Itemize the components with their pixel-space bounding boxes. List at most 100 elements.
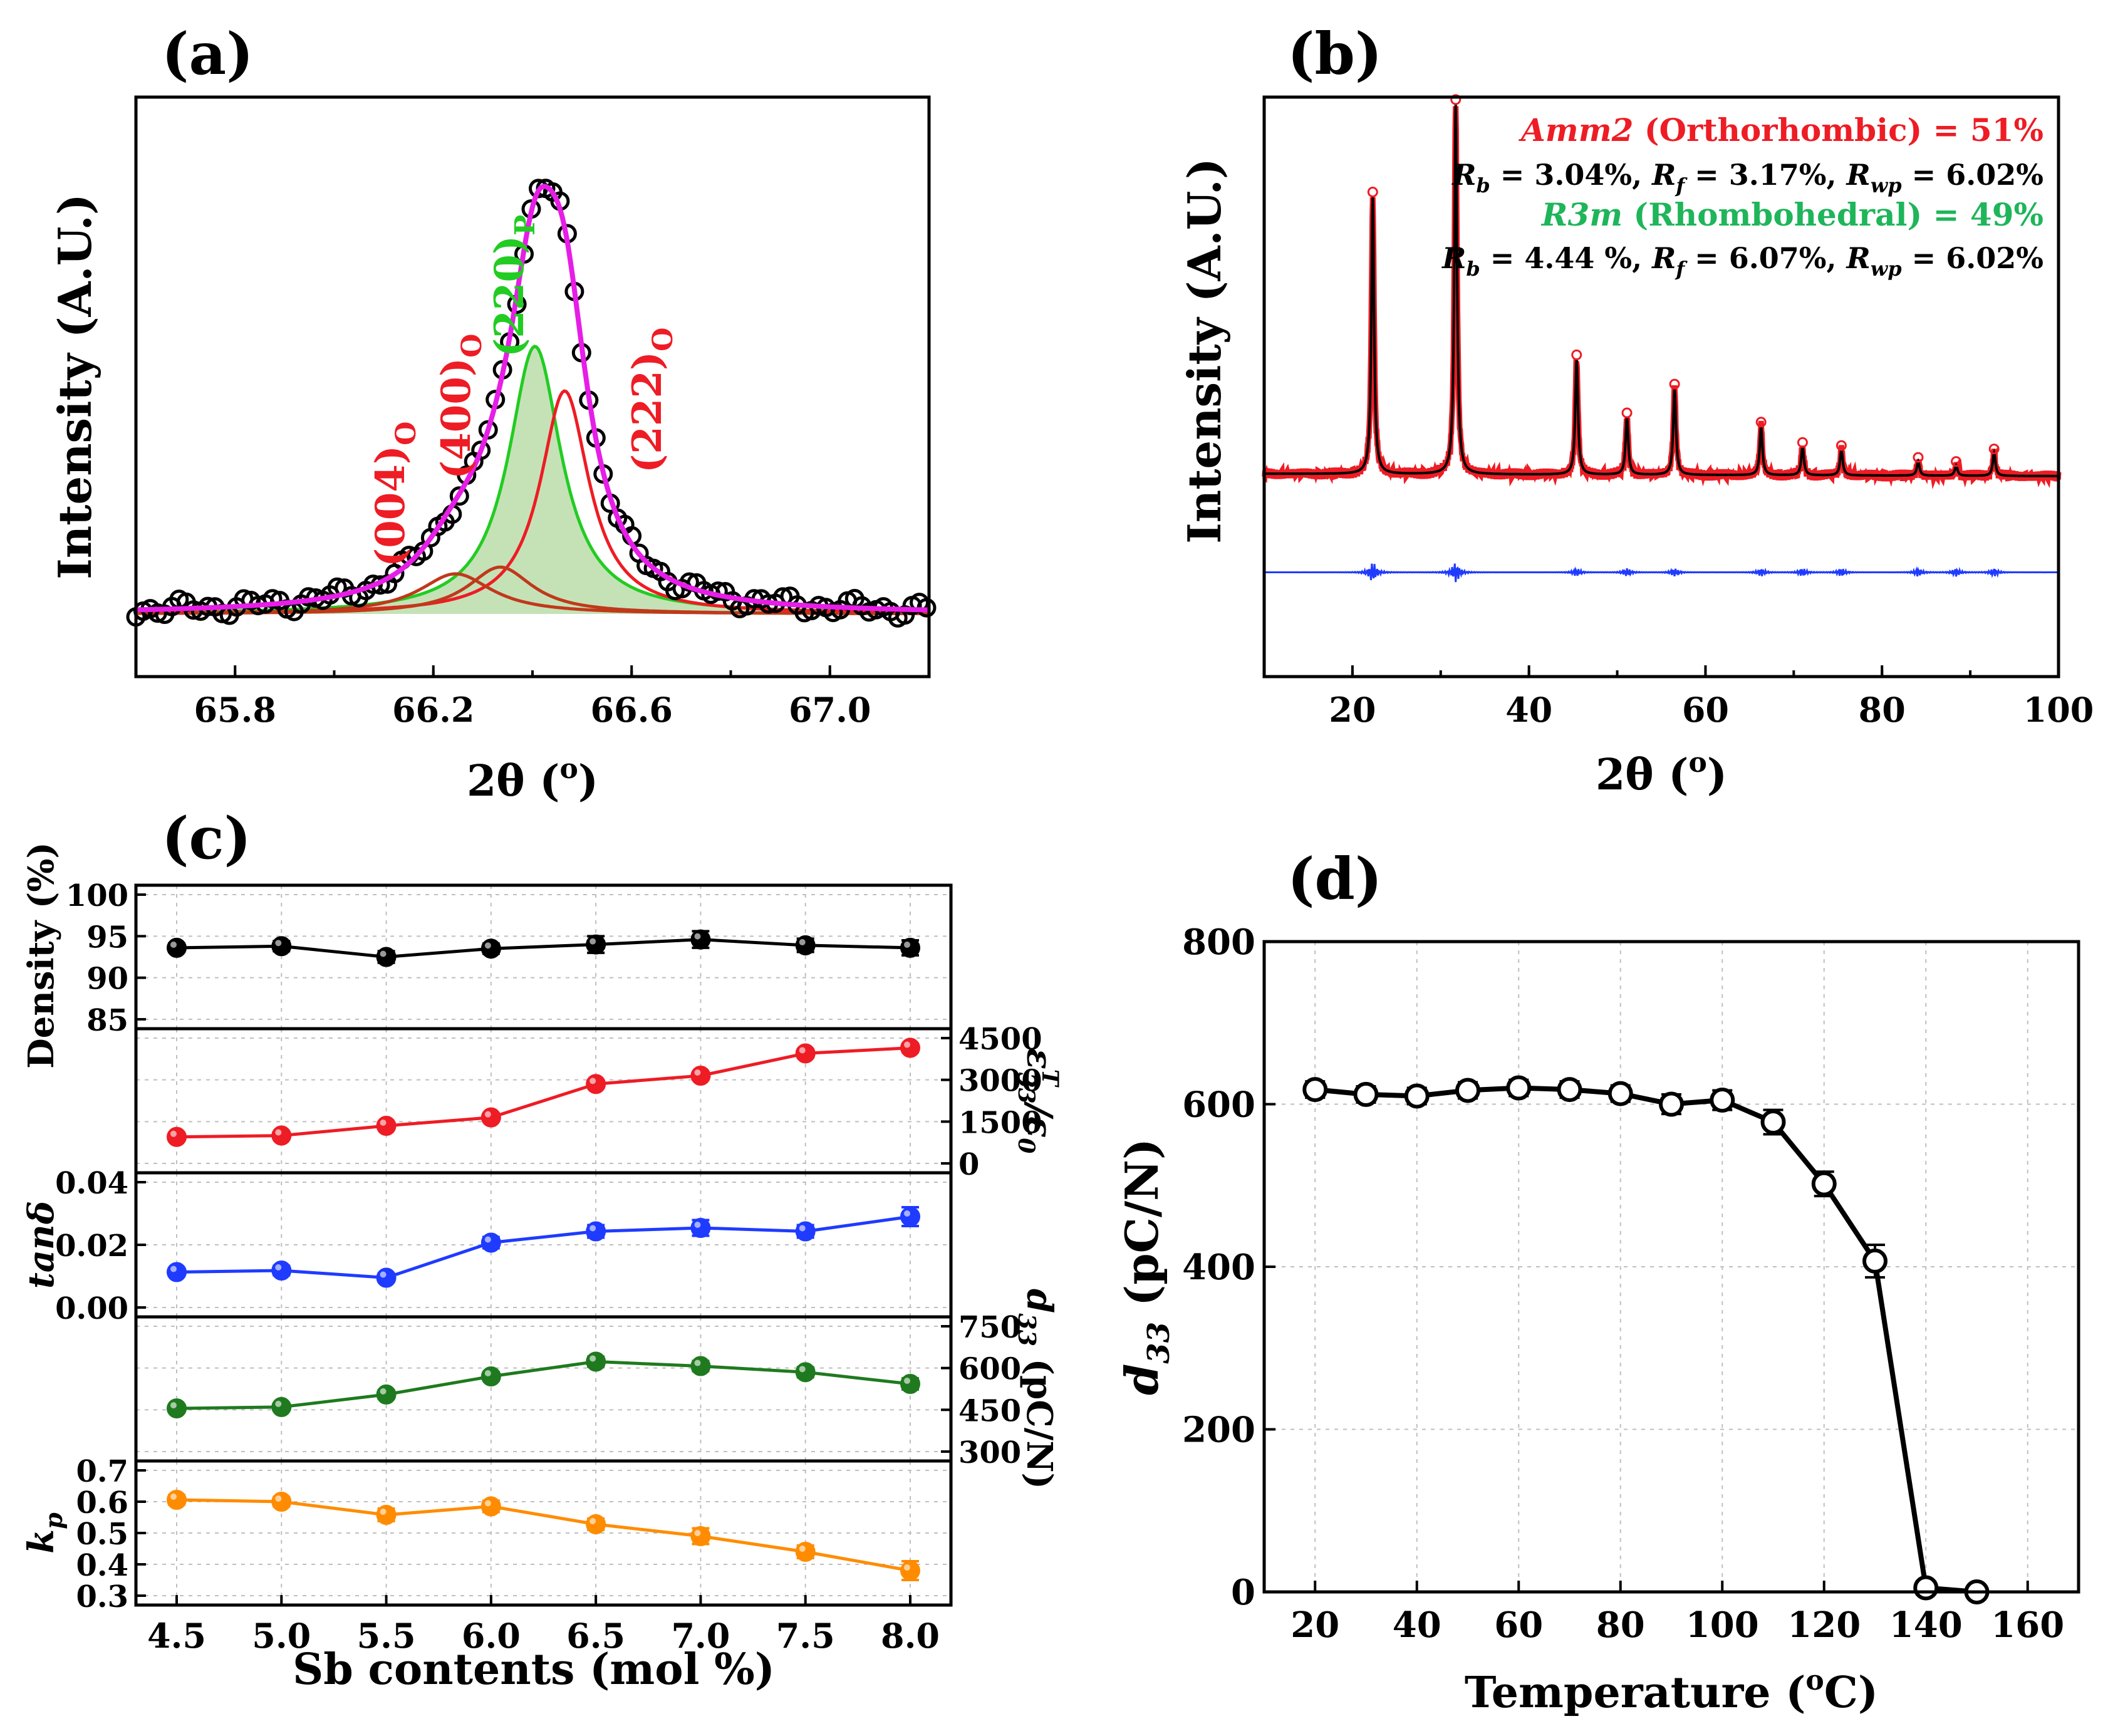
subplot-0-point-shine-3 xyxy=(484,942,491,949)
panel-a-peak-labels: (004)O (400)O(220)P(222)O xyxy=(367,215,679,567)
subplot-2-point-2 xyxy=(376,1267,397,1288)
panel-d-ylabel-d: d xyxy=(1115,1364,1168,1395)
c-xtick-label-1: 5.0 xyxy=(252,1616,311,1656)
subplot-0-point-shine-0 xyxy=(170,941,177,948)
panel-d-plot: 0 200 400 600 800 20 40 60 80 100 120 140 160 xyxy=(1182,922,2079,1646)
annot-line4-part-0: R xyxy=(1441,241,1466,275)
subplot-3-ytick-label-3: 750 xyxy=(958,1310,1021,1345)
kp-label: kp xyxy=(21,1512,68,1554)
subplot-1-point-shine-6 xyxy=(799,1047,806,1054)
subplot-1-point-4 xyxy=(586,1074,606,1094)
subplot-2-point-shine-2 xyxy=(380,1271,387,1278)
subplot-0-point-shine-2 xyxy=(380,950,387,957)
subplot-4: 0.30.40.50.60.7 xyxy=(76,1454,953,1614)
d-ytick-label-1: 200 xyxy=(1182,1410,1255,1451)
d33-label-part-2: (pC/N) xyxy=(1019,1346,1060,1489)
d33-point-4 xyxy=(1506,1075,1532,1101)
subplot-1-point-7 xyxy=(900,1037,920,1058)
panel-d-frame xyxy=(1262,940,2080,1594)
subplot-3-frame xyxy=(134,1315,953,1463)
annot-line3-rest: (Rhombohedral) = 49% xyxy=(1623,196,2043,233)
panel-b-x-ticks: 20 40 60 80 100 xyxy=(1263,665,2094,730)
panel-a-plot xyxy=(126,179,937,628)
panel-c-label: (c) xyxy=(162,804,251,872)
d33-point-8 xyxy=(1710,1088,1735,1113)
d-ytick-label-0: 0 xyxy=(1231,1572,1255,1613)
kp-label-part-1: p xyxy=(39,1512,68,1529)
peak-label-sub-0: O xyxy=(390,422,422,445)
peak-marker-7 xyxy=(1836,440,1847,451)
annot-line4: Rb = 4.44 %, Rf = 6.07%, Rwp = 6.02% xyxy=(1441,241,2043,281)
svg-text:d33 (pC/N): d33 (pC/N) xyxy=(1115,1138,1176,1395)
peak-marker-3 xyxy=(1621,407,1633,418)
subplot-0-ytick-label-1: 90 xyxy=(86,962,128,997)
subplot-1-point-5 xyxy=(690,1066,711,1086)
d33-point-6 xyxy=(1607,1081,1633,1106)
annot-line2-part-6: R xyxy=(1846,158,1871,192)
subplot-2-line xyxy=(176,1215,911,1280)
panel-a-label: (a) xyxy=(162,20,254,88)
d33-point-12 xyxy=(1913,1575,1939,1601)
subplot-2-ytick-label-1: 0.02 xyxy=(55,1229,128,1264)
d33-point-5 xyxy=(1557,1077,1582,1103)
annot-line2-part-0: R xyxy=(1451,158,1476,192)
subplot-2-point-5 xyxy=(690,1218,711,1238)
fit-envelope xyxy=(136,184,930,613)
d33-point-10 xyxy=(1811,1171,1837,1197)
observed-point-45 xyxy=(449,486,469,506)
subplot-4-point-shine-7 xyxy=(904,1564,910,1571)
subplot-1-point-shine-5 xyxy=(694,1069,701,1076)
d-xtick-label-0: 20 xyxy=(1290,1604,1339,1646)
subplot-0-point-5 xyxy=(690,929,711,950)
subplot-2-point-3 xyxy=(480,1232,501,1253)
panel-d: (d) 0 200 400 600 800 20 40 60 80 100 120 140 160 Te… xyxy=(1115,845,2080,1718)
subplot-3-point-4 xyxy=(586,1351,606,1372)
subplot-4-point-7 xyxy=(900,1561,920,1581)
permittivity-label-part-1: T xyxy=(1037,1069,1063,1088)
a-xtick-label-0: 65.8 xyxy=(194,690,276,730)
annot-line1-rest: (Orthorhombic) = 51% xyxy=(1633,112,2043,148)
subplot-2-point-shine-1 xyxy=(275,1264,282,1271)
subplot-3-point-3 xyxy=(480,1366,501,1386)
subplot-3-point-7 xyxy=(900,1374,920,1394)
subplot-4-point-shine-6 xyxy=(799,1546,806,1552)
annot-line2-part-8: = 6.02% xyxy=(1902,158,2043,192)
subplot-4-point-6 xyxy=(795,1542,816,1562)
subplot-0-point-shine-6 xyxy=(799,938,806,945)
annot-line4-part-4: f xyxy=(1675,257,1688,281)
d33-line xyxy=(1314,1085,1977,1594)
panel-a-xlabel-degree: o xyxy=(559,753,578,785)
subplot-0-point-6 xyxy=(795,935,816,955)
observed-profile xyxy=(1262,106,2062,490)
subplot-1-point-1 xyxy=(271,1125,292,1146)
annot-line3-phase: R3m xyxy=(1540,196,1623,233)
panel-a-x-axis-title: 2θ (o) xyxy=(467,753,598,806)
peak-marker-2 xyxy=(1571,349,1582,360)
peak-label-text-1: (400) xyxy=(433,358,480,479)
subplot-4-ytick-label-4: 0.7 xyxy=(76,1454,128,1489)
subplot-1-point-shine-0 xyxy=(170,1130,177,1137)
subplot-4-point-shine-2 xyxy=(380,1509,387,1515)
peak-marker-1 xyxy=(1450,94,1462,105)
peak-label-3: (222)O xyxy=(624,328,679,473)
subplot-2-point-shine-3 xyxy=(484,1236,491,1243)
panel-c: (c) 85909510001500300045000.000.020.0430… xyxy=(21,804,1063,1695)
subplot-4-point-5 xyxy=(690,1526,711,1546)
tand-label: tanδ xyxy=(21,1201,62,1289)
annot-line2: Rb = 3.04%, Rf = 3.17%, Rwp = 6.02% xyxy=(1451,158,2043,197)
peak-marker-4 xyxy=(1669,378,1680,390)
d33-point-1 xyxy=(1353,1081,1379,1107)
subplot-3-point-5 xyxy=(690,1356,711,1376)
b-xtick-label-0: 20 xyxy=(1329,690,1376,730)
subplot-4-point-2 xyxy=(376,1505,397,1525)
subplot-3-line xyxy=(176,1359,911,1410)
annot-line4-part-6: R xyxy=(1846,241,1871,275)
svg-text:2θ (o): 2θ (o) xyxy=(467,753,598,806)
annot-line4-part-2: = 4.44 %, xyxy=(1480,241,1652,275)
subplot-3-point-6 xyxy=(795,1362,816,1383)
subplot-3-ytick-label-0: 300 xyxy=(958,1435,1021,1470)
subplot-0-point-1 xyxy=(271,936,292,957)
panel-a-ylabel: Intensity (A.U.) xyxy=(48,194,101,580)
d-ytick-label-4: 800 xyxy=(1182,922,1255,963)
